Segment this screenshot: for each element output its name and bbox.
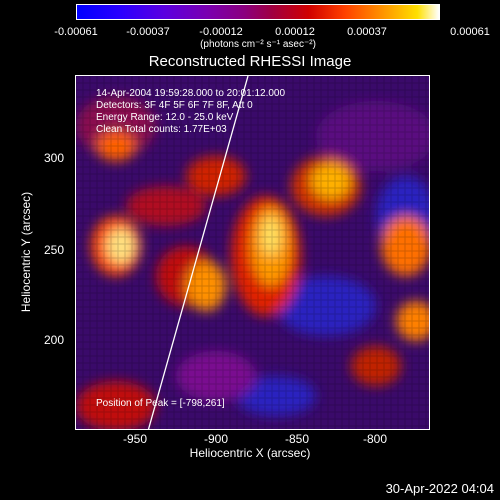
y-tick: 300 — [44, 151, 65, 165]
annotation-peak: Position of Peak = [-798,261] — [96, 398, 225, 409]
colorbar-tick: -0.00037 — [126, 26, 170, 38]
rhessi-image-panel: 14-Apr-2004 19:59:28.000 to 20:01:12.000… — [75, 75, 430, 430]
y-axis-label: Heliocentric Y (arcsec) — [19, 191, 33, 313]
colorbar-unit: (photons cm⁻² s⁻¹ asec⁻²) — [200, 39, 316, 50]
y-tick: 250 — [44, 243, 65, 257]
x-tick: -850 — [284, 432, 310, 446]
annotation-detectors: Detectors: 3F 4F 5F 6F 7F 8F, Att 0 — [96, 100, 253, 111]
rhessi-image — [76, 76, 429, 429]
annotation-clean: Clean Total counts: 1.77E+03 — [96, 124, 227, 135]
colorbar-tick: 0.00012 — [275, 26, 315, 38]
annotation-time: 14-Apr-2004 19:59:28.000 to 20:01:12.000 — [96, 88, 286, 99]
colorbar-tick: 0.00061 — [450, 26, 490, 38]
timestamp: 30-Apr-2022 04:04 — [385, 481, 494, 496]
x-tick: -800 — [362, 432, 388, 446]
colorbar-tick: -0.00061 — [54, 26, 98, 38]
annotation-energy: Energy Range: 12.0 - 25.0 keV — [96, 112, 234, 123]
x-axis-label: Heliocentric X (arcsec) — [189, 446, 311, 460]
colorbar-tick: -0.00012 — [199, 26, 243, 38]
x-tick: -900 — [203, 432, 229, 446]
plot-title: Reconstructed RHESSI Image — [148, 53, 352, 70]
colorbar — [76, 4, 440, 20]
x-tick: -950 — [122, 432, 148, 446]
colorbar-tick: 0.00037 — [347, 26, 387, 38]
limb-line — [147, 76, 249, 429]
y-tick: 200 — [44, 333, 65, 347]
